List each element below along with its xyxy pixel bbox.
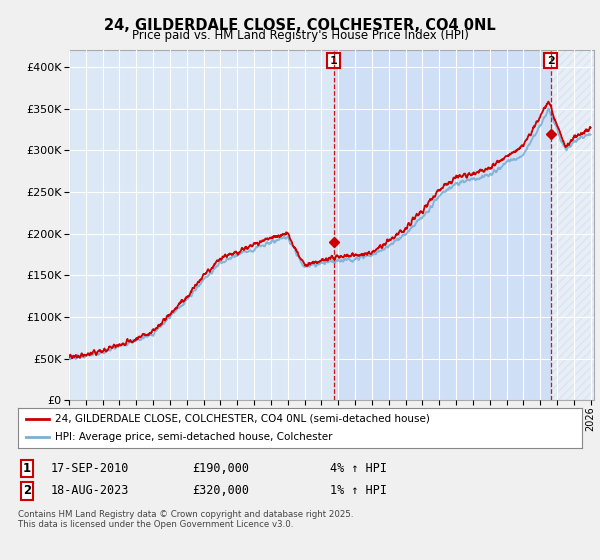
Text: 1: 1 [329,55,337,66]
Text: 18-AUG-2023: 18-AUG-2023 [51,484,130,497]
Text: 2: 2 [547,55,554,66]
Text: Contains HM Land Registry data © Crown copyright and database right 2025.
This d: Contains HM Land Registry data © Crown c… [18,510,353,529]
Text: £190,000: £190,000 [192,462,249,475]
Text: 4% ↑ HPI: 4% ↑ HPI [330,462,387,475]
Text: 1% ↑ HPI: 1% ↑ HPI [330,484,387,497]
Bar [551,50,594,400]
Bar [334,50,551,400]
Text: HPI: Average price, semi-detached house, Colchester: HPI: Average price, semi-detached house,… [55,432,332,442]
Text: Price paid vs. HM Land Registry's House Price Index (HPI): Price paid vs. HM Land Registry's House … [131,29,469,42]
Text: 2: 2 [23,484,31,497]
Text: £320,000: £320,000 [192,484,249,497]
Text: 24, GILDERDALE CLOSE, COLCHESTER, CO4 0NL (semi-detached house): 24, GILDERDALE CLOSE, COLCHESTER, CO4 0N… [55,414,430,423]
Text: 17-SEP-2010: 17-SEP-2010 [51,462,130,475]
Text: 24, GILDERDALE CLOSE, COLCHESTER, CO4 0NL: 24, GILDERDALE CLOSE, COLCHESTER, CO4 0N… [104,18,496,33]
Text: 1: 1 [23,462,31,475]
